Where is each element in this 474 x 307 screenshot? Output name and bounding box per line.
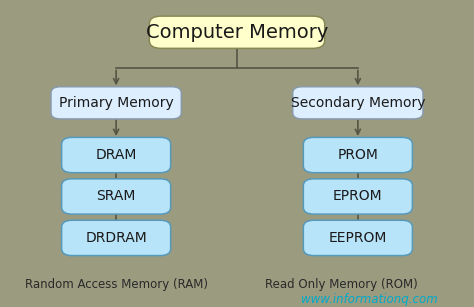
FancyBboxPatch shape [293, 87, 423, 119]
Text: DRDRAM: DRDRAM [85, 231, 147, 245]
FancyBboxPatch shape [62, 137, 171, 173]
Text: www.informationq.com: www.informationq.com [301, 293, 438, 306]
Text: Computer Memory: Computer Memory [146, 23, 328, 42]
FancyBboxPatch shape [51, 87, 181, 119]
Text: PROM: PROM [337, 148, 378, 162]
Text: EEPROM: EEPROM [328, 231, 387, 245]
Text: SRAM: SRAM [96, 189, 136, 204]
FancyBboxPatch shape [303, 220, 412, 255]
Text: Primary Memory: Primary Memory [59, 96, 173, 110]
Text: Secondary Memory: Secondary Memory [291, 96, 425, 110]
FancyBboxPatch shape [149, 16, 325, 48]
Text: Read Only Memory (ROM): Read Only Memory (ROM) [265, 278, 418, 291]
FancyBboxPatch shape [303, 137, 412, 173]
FancyBboxPatch shape [62, 220, 171, 255]
FancyBboxPatch shape [303, 179, 412, 214]
Text: EPROM: EPROM [333, 189, 383, 204]
Text: DRAM: DRAM [95, 148, 137, 162]
FancyBboxPatch shape [62, 179, 171, 214]
Text: Random Access Memory (RAM): Random Access Memory (RAM) [25, 278, 208, 291]
